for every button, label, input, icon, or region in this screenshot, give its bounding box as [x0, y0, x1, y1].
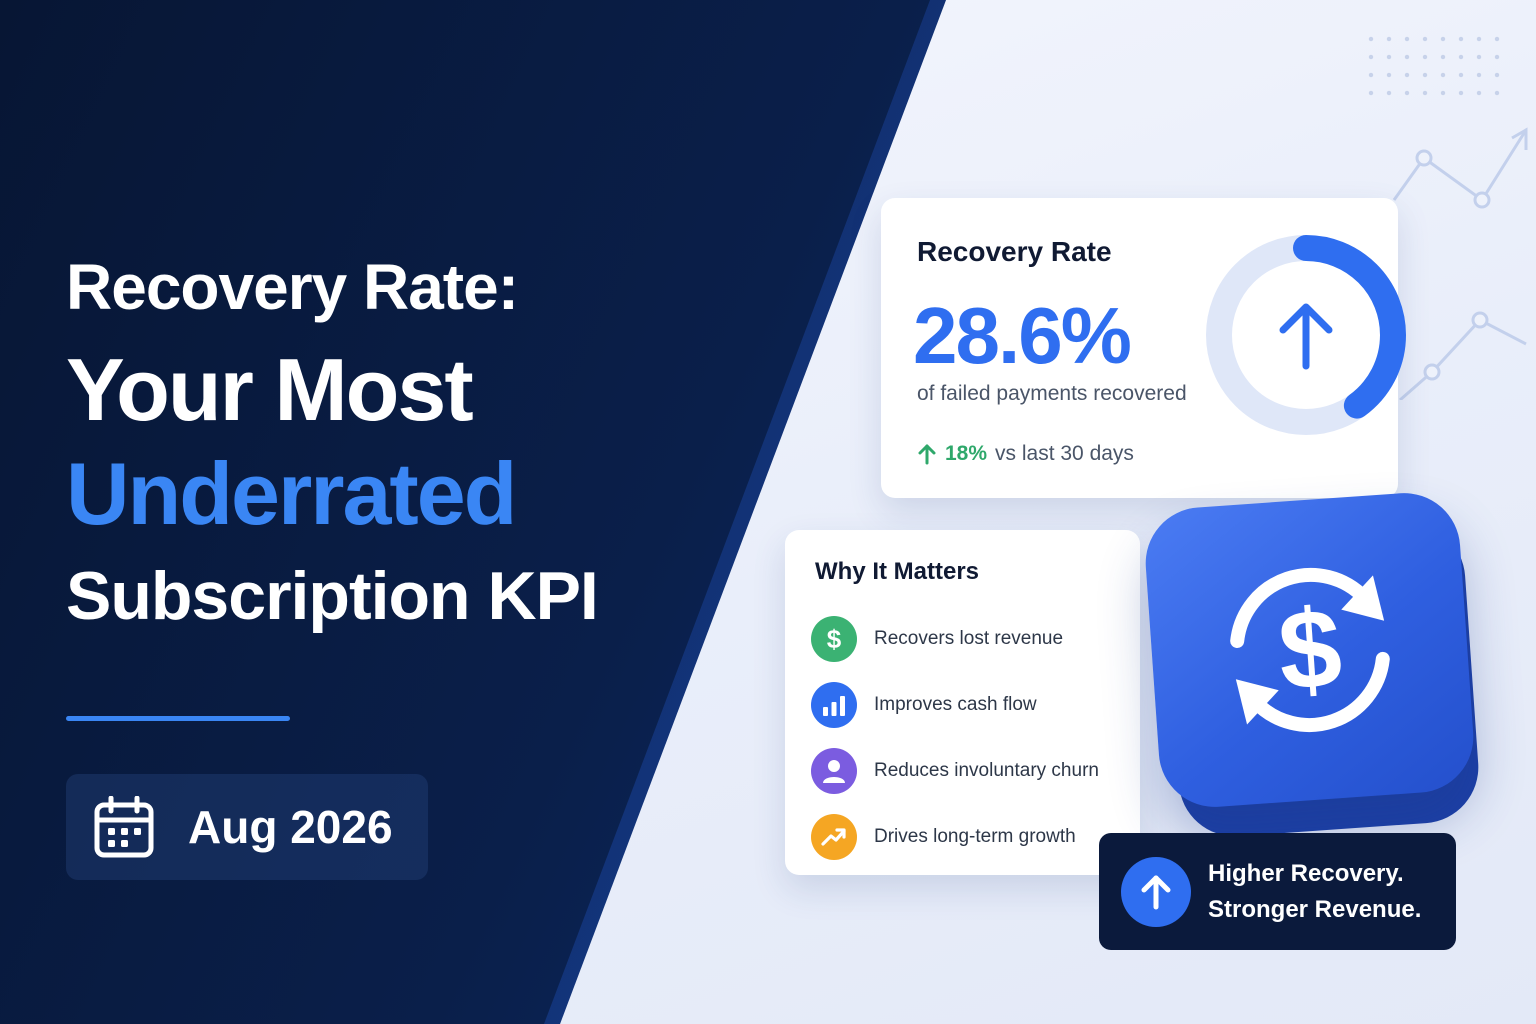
- date-text: Aug 2026: [188, 801, 393, 853]
- headline-line-1: Recovery Rate:: [66, 251, 519, 323]
- list-item: $ Recovers lost revenue: [811, 606, 1099, 672]
- user-icon: [811, 748, 857, 794]
- recovery-rate-change: 18% vs last 30 days: [917, 442, 1134, 466]
- tile-face: $: [1141, 489, 1478, 811]
- list-item-label: Reduces involuntary churn: [874, 760, 1099, 781]
- headline: Recovery Rate: Your Most Underrated Subs…: [66, 248, 599, 642]
- arrow-up-icon: [1121, 856, 1191, 927]
- dollar-cycle-tile: $: [1141, 489, 1483, 841]
- list-item-label: Recovers lost revenue: [874, 628, 1064, 649]
- why-it-matters-card: Why It Matters $ Recovers lost revenue I…: [785, 530, 1140, 875]
- list-item: Drives long-term growth: [811, 804, 1099, 870]
- change-label: vs last 30 days: [995, 442, 1134, 465]
- headline-line-3-accent: Underrated: [66, 444, 517, 543]
- why-it-matters-title: Why It Matters: [815, 558, 980, 585]
- change-value: 18%: [945, 442, 988, 465]
- headline-line-2: Your Most: [66, 340, 474, 439]
- calendar-icon: [94, 796, 154, 858]
- svg-text:$: $: [1274, 585, 1345, 714]
- recovery-rate-title: Recovery Rate: [917, 236, 1112, 267]
- headline-divider: [66, 716, 290, 721]
- dollar-icon: $: [811, 616, 857, 662]
- badge-line-1: Higher Recovery.: [1208, 859, 1404, 887]
- decorative-trend-lines: [1392, 127, 1528, 400]
- why-it-matters-list: $ Recovers lost revenue Improves cash fl…: [811, 606, 1099, 870]
- list-item-label: Drives long-term growth: [874, 826, 1076, 847]
- dollar-cycle-icon: $: [1229, 568, 1390, 732]
- recovery-badge: Higher Recovery. Stronger Revenue.: [1099, 833, 1456, 950]
- list-item-label: Improves cash flow: [874, 694, 1037, 715]
- decorative-dot-grid: [1362, 30, 1512, 105]
- recovery-rate-value: 28.6%: [913, 291, 1132, 380]
- svg-text:$: $: [827, 624, 842, 654]
- recovery-rate-subtitle: of failed payments recovered: [917, 382, 1187, 405]
- list-item: Improves cash flow: [811, 672, 1099, 738]
- bar-chart-icon: [811, 682, 857, 728]
- arrow-up-icon: [918, 444, 936, 465]
- trend-up-icon: [811, 814, 857, 860]
- date-pill: Aug 2026: [66, 774, 428, 880]
- recovery-gauge: [1206, 235, 1406, 435]
- recovery-rate-card: Recovery Rate 28.6% of failed payments r…: [881, 198, 1406, 498]
- badge-line-2: Stronger Revenue.: [1208, 895, 1422, 923]
- headline-line-4: Subscription KPI: [66, 558, 599, 634]
- badge-text: Higher Recovery. Stronger Revenue.: [1208, 856, 1421, 928]
- arrow-up-icon: [1279, 303, 1333, 370]
- list-item: Reduces involuntary churn: [811, 738, 1099, 804]
